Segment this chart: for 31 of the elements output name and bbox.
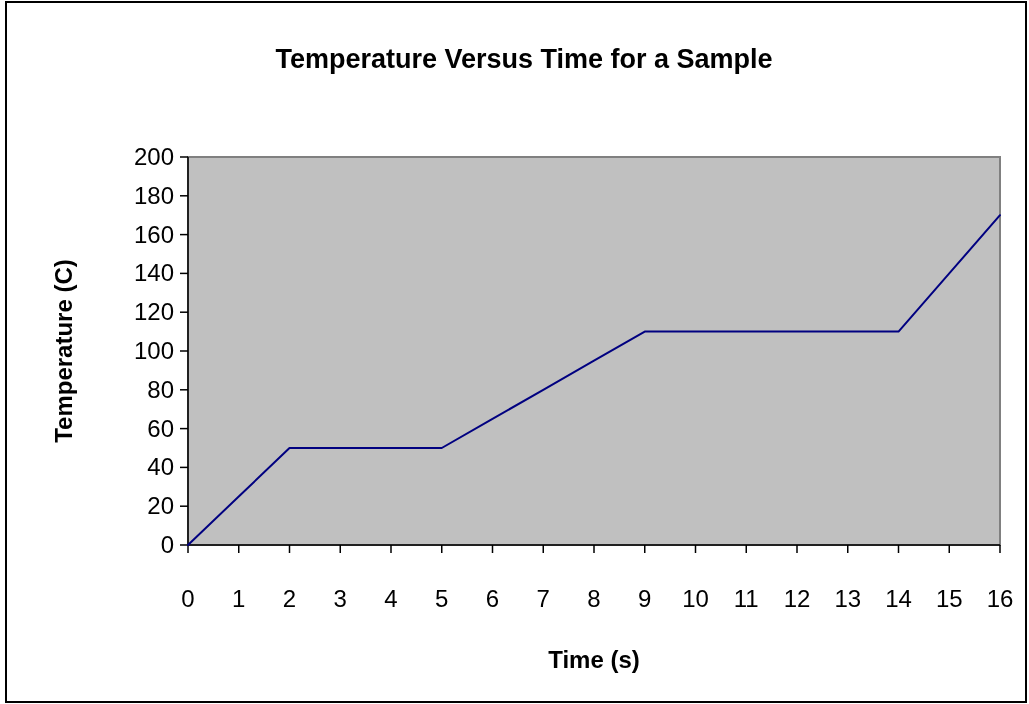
x-axis-title: Time (s)	[548, 646, 640, 673]
x-tick-label: 3	[333, 585, 347, 612]
y-tick-label: 100	[133, 337, 174, 364]
x-tick-label: 14	[885, 585, 912, 612]
y-tick-label: 20	[147, 492, 174, 520]
y-axis-title: Temperature (C)	[50, 259, 77, 443]
x-tick-label: 15	[935, 585, 963, 612]
y-tick-label: 180	[133, 181, 174, 209]
y-tick-label: 80	[147, 375, 174, 403]
y-tick-label: 0	[160, 531, 174, 558]
chart-title: Temperature Versus Time for a Sample	[275, 44, 773, 74]
x-tick-label: 0	[181, 585, 195, 612]
x-tick-label: 5	[435, 585, 449, 612]
x-tick-label: 9	[638, 585, 652, 612]
x-tick-label: 8	[587, 585, 601, 612]
y-tick-label: 40	[147, 453, 174, 481]
x-tick-label: 12	[783, 585, 811, 612]
x-tick-label: 7	[536, 585, 550, 612]
y-tick-label: 160	[133, 220, 174, 248]
x-tick-label: 4	[384, 585, 398, 612]
x-tick-label: 10	[682, 585, 709, 612]
x-tick-label: 6	[485, 585, 500, 612]
x-tick-label: 16	[986, 585, 1014, 612]
x-tick-label: 13	[834, 585, 862, 612]
y-tick-label: 200	[133, 143, 174, 170]
x-tick-label: 2	[282, 585, 297, 612]
x-tick-label: 11	[733, 585, 759, 612]
y-tick-label: 140	[133, 259, 174, 287]
y-tick-label: 60	[147, 414, 174, 442]
x-tick-label: 1	[232, 585, 246, 612]
y-tick-label: 120	[133, 298, 174, 326]
